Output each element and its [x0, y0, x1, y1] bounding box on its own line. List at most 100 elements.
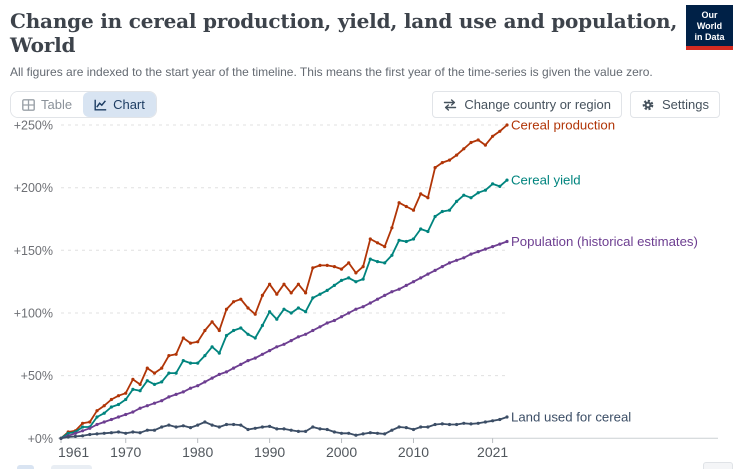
data-point-cereal-production — [109, 397, 113, 402]
y-axis-tick-label: +0% — [28, 432, 53, 446]
data-point-population — [102, 420, 106, 424]
data-point-land-used-for-cereal — [397, 425, 401, 429]
data-point-population — [145, 404, 149, 408]
data-point-cereal-production — [145, 366, 149, 370]
data-point-population — [419, 276, 423, 280]
tab-chart[interactable]: Chart — [83, 92, 156, 118]
data-point-cereal-yield — [426, 229, 430, 234]
data-point-cereal-production — [455, 153, 459, 157]
data-point-cereal-yield — [361, 277, 365, 281]
data-point-land-used-for-cereal — [66, 435, 70, 439]
line-chart[interactable]: +0% +50% +100% +150% +200% +250% 1961 1970 1980 1… — [0, 110, 736, 462]
data-point-cereal-yield — [188, 361, 193, 365]
data-point-population — [124, 412, 128, 417]
data-point-cereal-production — [419, 192, 423, 196]
data-point-cereal-yield — [210, 345, 214, 349]
data-point-land-used-for-cereal — [275, 427, 279, 431]
series-label-land-used-for-cereal[interactable]: Land used for cereal — [511, 410, 631, 425]
data-point-population — [411, 280, 416, 284]
settings-button[interactable]: Settings — [630, 91, 720, 119]
owid-logo[interactable]: Our World in Data — [686, 5, 733, 51]
data-point-cereal-yield — [498, 184, 502, 188]
data-point-cereal-production — [469, 140, 473, 145]
data-point-land-used-for-cereal — [296, 429, 300, 433]
data-point-cereal-production — [239, 297, 243, 301]
data-point-cereal-production — [260, 293, 264, 297]
data-point-population — [339, 315, 344, 319]
data-point-land-used-for-cereal — [383, 432, 387, 436]
data-point-cereal-yield — [411, 237, 416, 241]
data-point-cereal-production — [95, 409, 99, 413]
data-point-population — [347, 311, 351, 315]
data-point-cereal-production — [167, 354, 171, 358]
data-point-land-used-for-cereal — [390, 428, 394, 432]
data-point-land-used-for-cereal — [469, 422, 473, 426]
owid-logo-line1: Our World — [696, 10, 723, 31]
data-point-cereal-production — [188, 341, 193, 345]
data-point-population — [253, 356, 257, 360]
data-point-population — [167, 395, 171, 399]
data-point-population — [368, 301, 372, 305]
data-point-cereal-production — [347, 261, 351, 265]
data-point-population — [447, 261, 452, 265]
data-point-land-used-for-cereal — [246, 427, 250, 432]
data-point-population — [462, 256, 466, 260]
data-point-land-used-for-cereal — [289, 428, 293, 432]
data-point-cereal-yield — [347, 276, 351, 280]
data-point-cereal-yield — [253, 336, 257, 340]
data-point-population — [282, 342, 286, 346]
series-label-cereal-production[interactable]: Cereal production — [511, 118, 615, 133]
data-point-cereal-production — [505, 123, 509, 127]
data-point-land-used-for-cereal — [73, 434, 77, 438]
change-country-button[interactable]: Change country or region — [432, 91, 623, 119]
data-point-land-used-for-cereal — [116, 430, 121, 434]
data-point-land-used-for-cereal — [282, 427, 286, 431]
data-point-population — [224, 370, 229, 374]
series-label-population[interactable]: Population (historical estimates) — [511, 234, 698, 249]
data-point-land-used-for-cereal — [224, 422, 229, 427]
data-point-population — [239, 362, 243, 366]
data-point-cereal-production — [491, 134, 495, 138]
data-point-cereal-yield — [383, 261, 387, 265]
data-point-cereal-yield — [304, 310, 308, 314]
data-point-cereal-yield — [491, 182, 495, 186]
data-point-population — [455, 258, 459, 262]
data-point-cereal-production — [332, 265, 336, 269]
data-point-population — [109, 417, 113, 422]
data-point-land-used-for-cereal — [347, 431, 351, 435]
data-point-cereal-yield — [174, 371, 178, 375]
data-point-land-used-for-cereal — [88, 432, 92, 437]
data-point-cereal-yield — [332, 283, 336, 287]
data-point-cereal-yield — [325, 288, 329, 292]
data-point-cereal-production — [217, 328, 221, 333]
data-point-population — [469, 252, 473, 256]
data-point-population — [268, 349, 272, 353]
data-point-cereal-yield — [181, 359, 185, 363]
timeline-control-cutoff[interactable] — [703, 462, 733, 469]
tab-table[interactable]: Table — [11, 92, 84, 118]
data-point-cereal-yield — [447, 208, 452, 212]
x-axis-tick-label: 1980 — [182, 444, 213, 460]
data-point-population — [440, 265, 444, 269]
data-point-cereal-yield — [81, 425, 85, 429]
data-point-land-used-for-cereal — [210, 423, 214, 427]
series-label-cereal-yield[interactable]: Cereal yield — [511, 173, 581, 188]
timeline-start-handle-cutoff[interactable] — [17, 465, 34, 469]
series-line-cereal-production — [60, 124, 508, 439]
data-point-population — [138, 406, 142, 410]
timeline-end-handle-cutoff[interactable] — [51, 465, 92, 469]
data-point-cereal-production — [282, 282, 286, 286]
data-point-cereal-production — [102, 404, 106, 408]
data-point-population — [73, 431, 77, 435]
data-point-cereal-yield — [440, 209, 444, 214]
settings-label: Settings — [662, 97, 709, 113]
data-point-cereal-production — [131, 377, 135, 381]
data-point-population — [361, 305, 365, 309]
data-point-land-used-for-cereal — [59, 436, 63, 440]
data-point-cereal-production — [354, 271, 358, 275]
data-point-cereal-yield — [95, 415, 99, 419]
data-point-cereal-production — [289, 291, 293, 295]
data-point-cereal-yield — [217, 351, 221, 355]
data-point-population — [160, 399, 164, 403]
data-point-population — [325, 321, 329, 325]
